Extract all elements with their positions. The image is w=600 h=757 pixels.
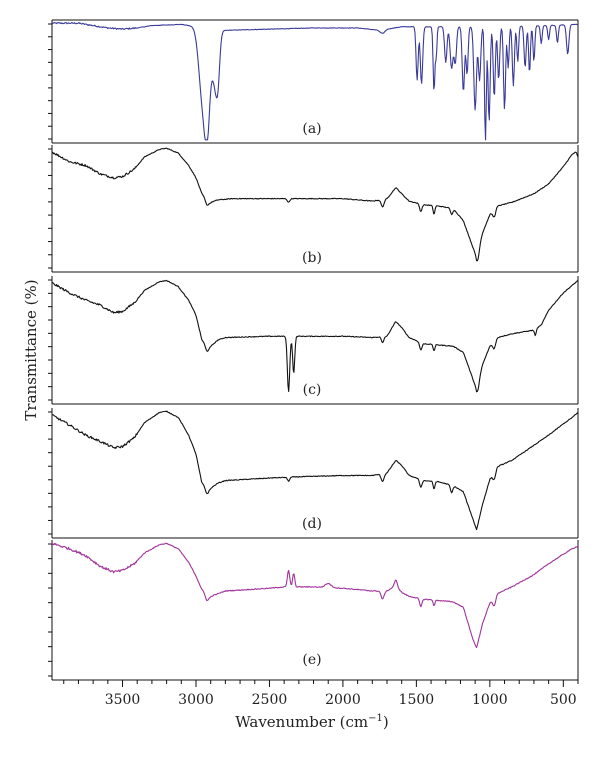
x-axis-label-close: ) — [383, 713, 389, 731]
x-tick-label: 1500 — [399, 692, 435, 708]
x-axis: 3500 3000 2500 2000 1500 1000 500 — [52, 679, 579, 708]
spectrum-line-b — [51, 147, 579, 262]
x-axis-label-sup: −1 — [368, 713, 383, 724]
panel-label: (e) — [302, 652, 321, 668]
spectra-lines — [51, 21, 579, 649]
panel-label: (b) — [302, 250, 322, 266]
x-tick-label: 2500 — [252, 692, 288, 708]
panel-label: (d) — [302, 516, 322, 532]
spectrum-line-a — [51, 21, 579, 141]
panel-label: (c) — [303, 382, 322, 398]
panel-frames — [48, 19, 579, 680]
x-axis-label: Wavenumber (cm−1) — [235, 713, 388, 731]
x-tick-label: 3500 — [105, 692, 141, 708]
x-tick-label: 3000 — [178, 692, 214, 708]
x-tick-label: 2000 — [325, 692, 361, 708]
panel-label: (a) — [302, 121, 321, 137]
panel-labels: (a) (b) (c) (d) (e) — [302, 121, 322, 668]
x-ticks: 3500 3000 2500 2000 1500 1000 500 — [63, 680, 579, 708]
spectrum-line-d — [51, 410, 579, 531]
x-tick-label: 500 — [550, 692, 577, 708]
x-tick-label: 1000 — [472, 692, 508, 708]
x-axis-label-main: Wavenumber (cm — [235, 713, 368, 731]
spectrum-line-c — [51, 279, 579, 393]
y-axis-label: Transmittance (%) — [22, 279, 40, 420]
spectrum-line-e — [51, 542, 579, 649]
